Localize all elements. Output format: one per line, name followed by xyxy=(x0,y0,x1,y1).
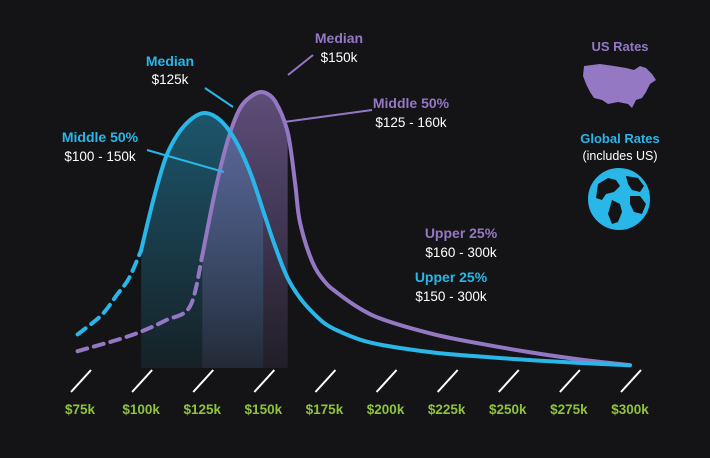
global-upper-annotation: Upper 25% $150 - 300k xyxy=(415,269,488,304)
x-tick-label: $200k xyxy=(367,402,405,417)
x-tick-label: $150k xyxy=(245,402,283,417)
global-middle-value: $100 - 150k xyxy=(64,149,136,164)
x-tick-mark xyxy=(498,369,520,393)
x-tick-mark xyxy=(314,369,337,393)
global-middle-leader xyxy=(146,149,225,173)
x-tick-label: $300k xyxy=(611,402,649,417)
x-tick-mark xyxy=(620,369,642,393)
legend-item-global: Global Rates (includes US) xyxy=(580,131,660,230)
global-middle-title: Middle 50% xyxy=(62,129,139,145)
us-median-title: Median xyxy=(315,30,363,46)
us-upper-annotation: Upper 25% $160 - 300k xyxy=(425,225,498,260)
x-axis: $75k $100k $125k $150k $175k $200k $225k $250k $… xyxy=(65,369,649,417)
global-upper-value: $150 - 300k xyxy=(415,289,487,304)
us-upper-value: $160 - 300k xyxy=(425,245,497,260)
x-tick-label: $100k xyxy=(122,402,160,417)
us-median-leader xyxy=(287,54,314,76)
x-tick-mark xyxy=(375,369,398,393)
x-tick-mark xyxy=(192,369,214,393)
global-series-dashed-line xyxy=(75,248,144,337)
x-tick-mark xyxy=(436,369,459,393)
x-tick-mark xyxy=(131,369,153,393)
global-upper-title: Upper 25% xyxy=(415,269,488,285)
global-middle-annotation: Middle 50% $100 - 150k xyxy=(62,129,139,164)
us-median-value: $150k xyxy=(321,50,358,65)
legend-global-sublabel: (includes US) xyxy=(582,149,657,163)
us-map-icon xyxy=(583,64,656,108)
us-series-line xyxy=(200,90,632,368)
x-tick-mark xyxy=(559,369,581,393)
legend-item-us: US Rates xyxy=(583,39,656,108)
x-tick-label: $175k xyxy=(306,402,344,417)
x-tick-label: $225k xyxy=(428,402,466,417)
us-series-dashed-line xyxy=(75,254,205,354)
legend: US Rates Global Rates (includes US) xyxy=(580,39,660,230)
series-lines xyxy=(75,90,632,368)
us-upper-title: Upper 25% xyxy=(425,225,498,241)
globe-icon xyxy=(588,168,650,230)
global-series-line xyxy=(139,111,632,368)
us-middle-title: Middle 50% xyxy=(373,95,450,111)
x-tick-label: $125k xyxy=(183,402,221,417)
global-median-annotation: Median $125k xyxy=(146,53,194,87)
us-middle-value: $125 - 160k xyxy=(375,115,447,130)
x-tick-mark xyxy=(70,369,92,393)
x-tick-label: $275k xyxy=(550,402,588,417)
x-tick-label: $250k xyxy=(489,402,527,417)
x-tick-label: $75k xyxy=(65,402,96,417)
us-middle-annotation: Middle 50% $125 - 160k xyxy=(373,95,450,130)
legend-us-label: US Rates xyxy=(591,39,648,54)
legend-global-label: Global Rates xyxy=(580,131,659,146)
us-median-annotation: Median $150k xyxy=(315,30,363,65)
global-median-leader xyxy=(204,87,234,108)
x-tick-mark xyxy=(253,369,276,393)
global-median-title: Median xyxy=(146,53,194,69)
annotation-leaders xyxy=(146,54,373,173)
us-middle-leader xyxy=(283,109,373,123)
global-median-value: $125k xyxy=(152,72,189,87)
